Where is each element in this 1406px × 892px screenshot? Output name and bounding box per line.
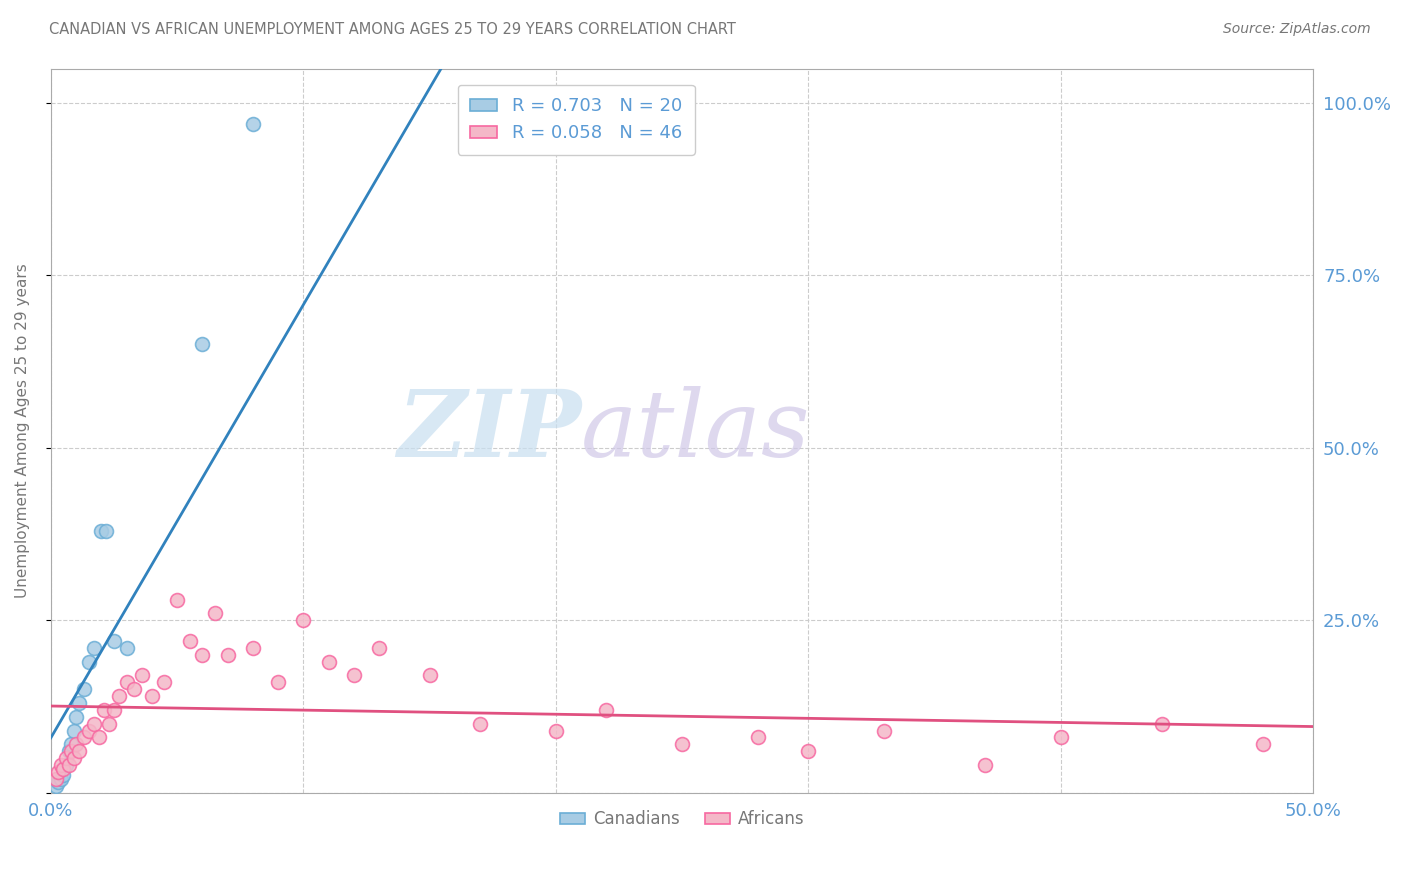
Point	[131, 668, 153, 682]
Point	[419, 668, 441, 682]
Point	[45, 779, 67, 793]
Point	[191, 337, 214, 351]
Point	[67, 696, 90, 710]
Point	[544, 723, 567, 738]
Point	[65, 710, 87, 724]
Point	[103, 634, 125, 648]
Text: Source: ZipAtlas.com: Source: ZipAtlas.com	[1223, 22, 1371, 37]
Point	[204, 607, 226, 621]
Point	[141, 689, 163, 703]
Point	[747, 731, 769, 745]
Point	[292, 613, 315, 627]
Point	[58, 758, 80, 772]
Point	[671, 738, 693, 752]
Point	[60, 744, 83, 758]
Point	[83, 716, 105, 731]
Point	[45, 772, 67, 786]
Point	[318, 655, 340, 669]
Point	[108, 689, 131, 703]
Point	[797, 744, 820, 758]
Point	[468, 716, 491, 731]
Legend: Canadians, Africans: Canadians, Africans	[553, 804, 811, 835]
Point	[595, 703, 617, 717]
Point	[115, 640, 138, 655]
Point	[242, 117, 264, 131]
Point	[873, 723, 896, 738]
Point	[153, 675, 176, 690]
Point	[974, 758, 997, 772]
Point	[65, 738, 87, 752]
Text: ZIP: ZIP	[396, 385, 581, 475]
Point	[93, 703, 115, 717]
Text: atlas: atlas	[581, 385, 811, 475]
Point	[242, 640, 264, 655]
Point	[1251, 738, 1274, 752]
Point	[103, 703, 125, 717]
Point	[62, 751, 84, 765]
Point	[267, 675, 290, 690]
Point	[58, 744, 80, 758]
Point	[77, 655, 100, 669]
Point	[97, 716, 120, 731]
Point	[506, 95, 529, 110]
Point	[49, 772, 72, 786]
Point	[52, 768, 75, 782]
Point	[343, 668, 366, 682]
Point	[55, 751, 77, 765]
Point	[179, 634, 201, 648]
Point	[1049, 731, 1071, 745]
Point	[48, 775, 70, 789]
Point	[60, 738, 83, 752]
Point	[90, 524, 112, 538]
Point	[115, 675, 138, 690]
Y-axis label: Unemployment Among Ages 25 to 29 years: Unemployment Among Ages 25 to 29 years	[15, 263, 30, 598]
Point	[368, 640, 391, 655]
Point	[166, 592, 188, 607]
Point	[1150, 716, 1173, 731]
Point	[96, 524, 118, 538]
Point	[55, 758, 77, 772]
Point	[52, 762, 75, 776]
Point	[72, 731, 94, 745]
Text: CANADIAN VS AFRICAN UNEMPLOYMENT AMONG AGES 25 TO 29 YEARS CORRELATION CHART: CANADIAN VS AFRICAN UNEMPLOYMENT AMONG A…	[49, 22, 737, 37]
Point	[62, 723, 84, 738]
Point	[49, 758, 72, 772]
Point	[217, 648, 239, 662]
Point	[77, 723, 100, 738]
Point	[67, 744, 90, 758]
Point	[48, 764, 70, 779]
Point	[87, 731, 110, 745]
Point	[83, 640, 105, 655]
Point	[72, 682, 94, 697]
Point	[122, 682, 145, 697]
Point	[191, 648, 214, 662]
